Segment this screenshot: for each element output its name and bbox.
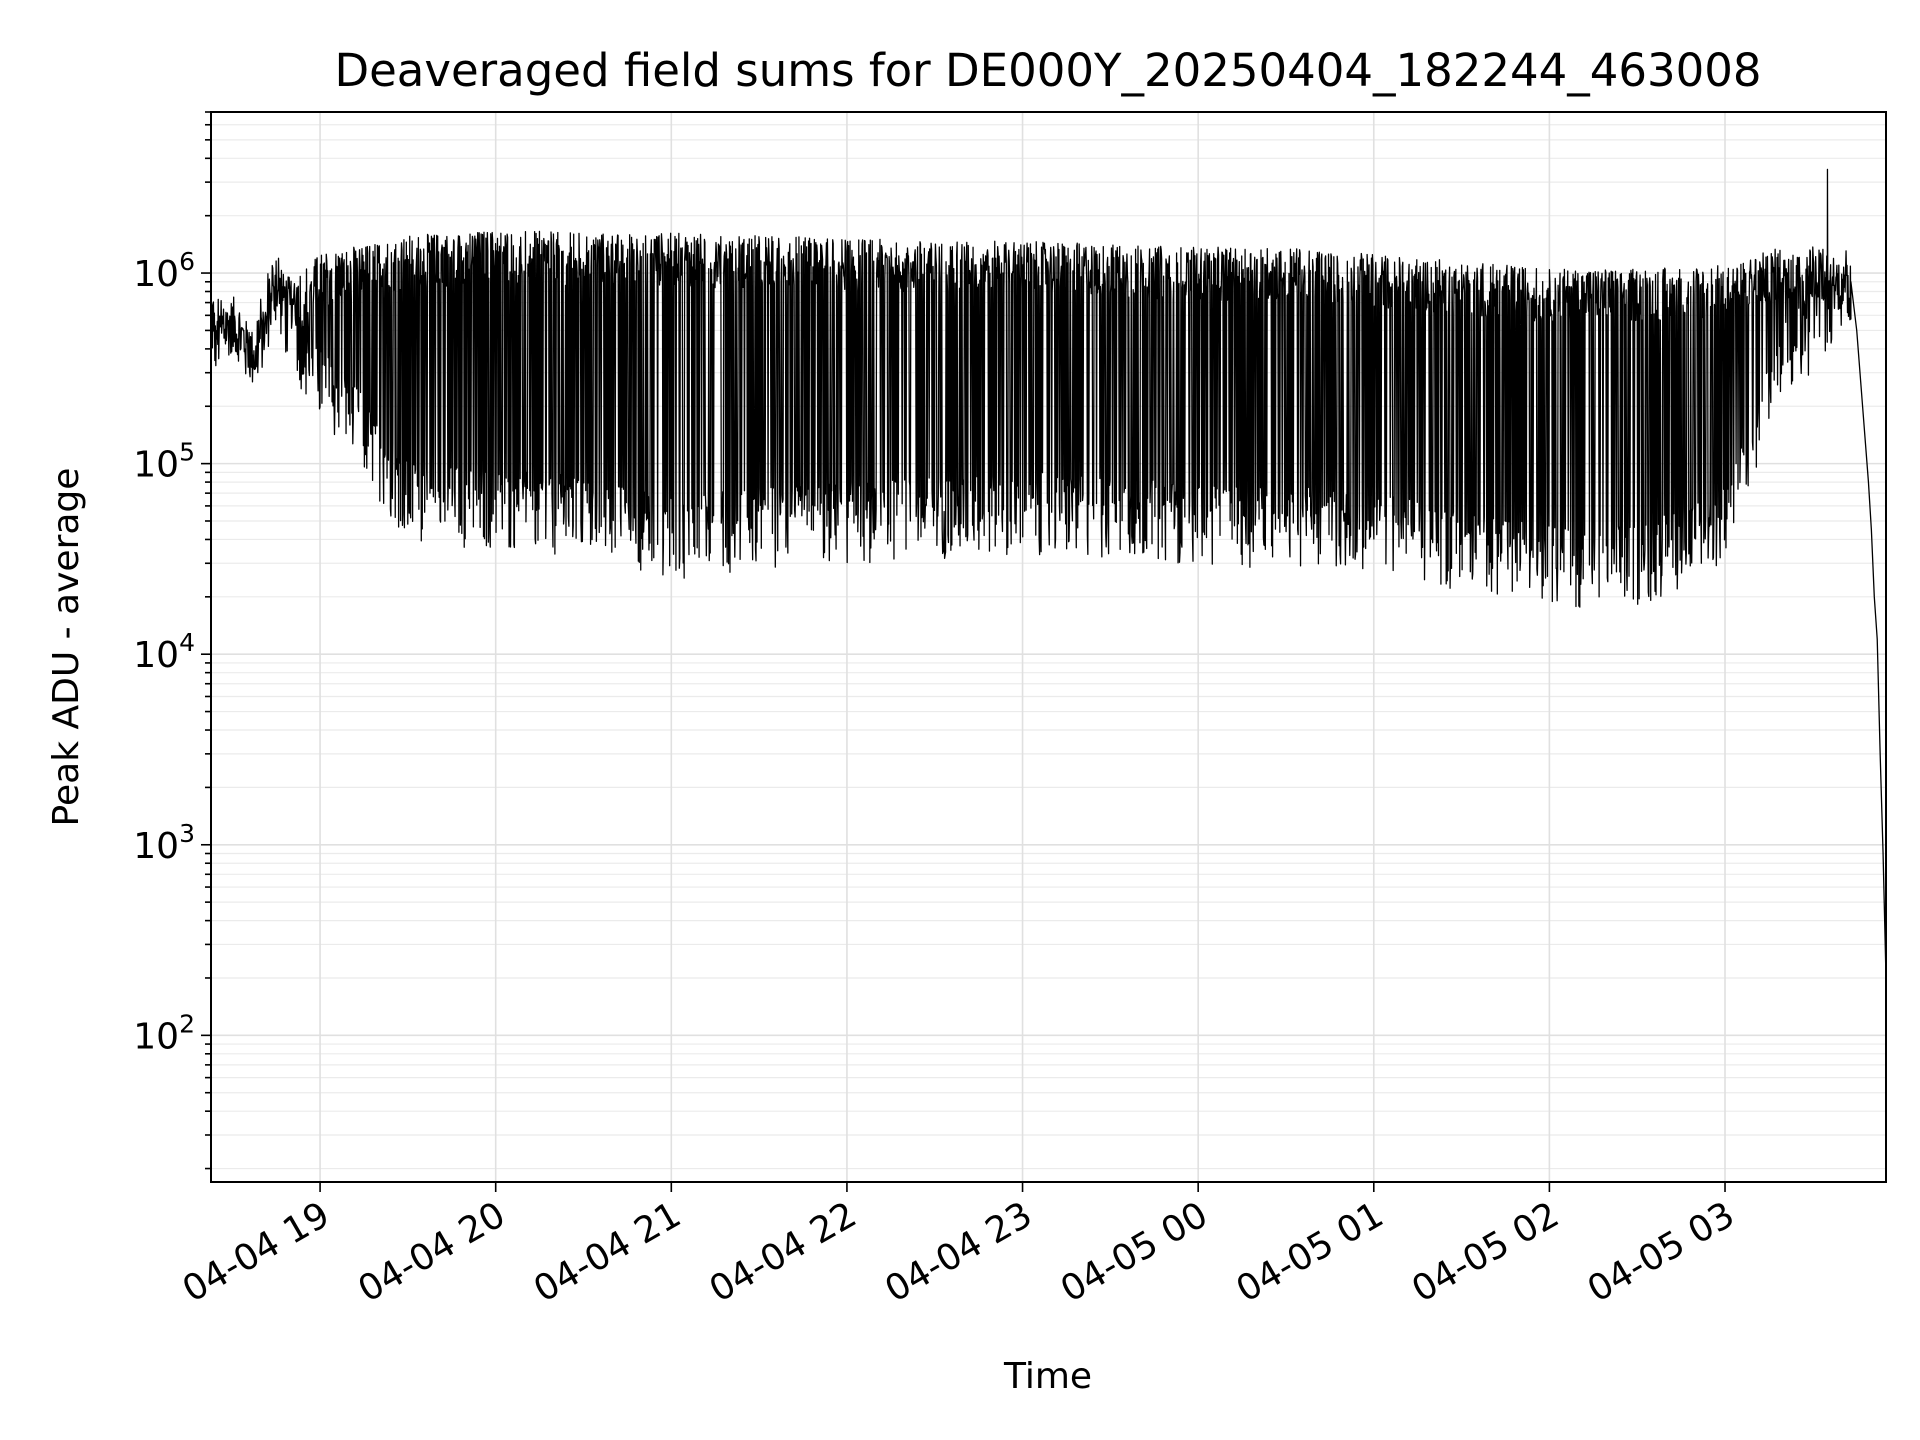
plot-frame xyxy=(210,111,1887,1183)
x-tick-label: 04-05 02 xyxy=(1405,1194,1566,1310)
y-tick-label: 106 xyxy=(133,247,195,295)
series-layer xyxy=(210,168,1887,978)
x-tick-label: 04-05 00 xyxy=(1054,1194,1215,1310)
x-tick-label: 04-05 01 xyxy=(1230,1194,1391,1310)
series-line xyxy=(210,168,1887,978)
y-axis-label: Peak ADU - average xyxy=(46,468,87,827)
y-tick-label: 103 xyxy=(133,819,195,867)
y-tick-label: 104 xyxy=(133,628,195,676)
y-tick-label: 102 xyxy=(133,1009,195,1057)
x-tick-label: 04-04 22 xyxy=(703,1194,864,1310)
x-tick-label: 04-04 21 xyxy=(527,1194,688,1310)
x-axis-label: Time xyxy=(1003,1356,1092,1397)
y-tick-label: 105 xyxy=(133,438,195,486)
chart-title: Deaveraged field sums for DE000Y_2025040… xyxy=(334,44,1761,97)
x-tick-label: 04-04 19 xyxy=(176,1194,337,1310)
x-tick-label: 04-04 20 xyxy=(352,1194,513,1310)
x-tick-label: 04-05 03 xyxy=(1581,1194,1742,1310)
x-tick-label: 04-04 23 xyxy=(878,1194,1039,1310)
